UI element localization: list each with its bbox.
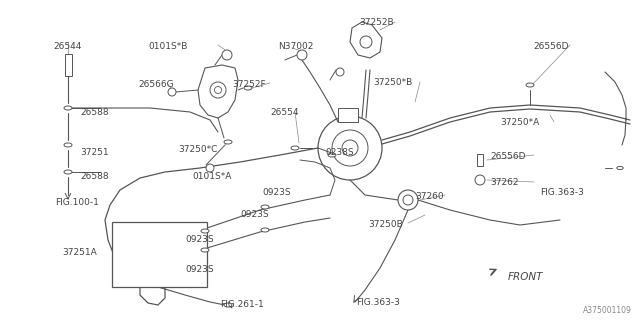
Bar — [477, 154, 483, 166]
Text: 26566G: 26566G — [138, 80, 173, 89]
Text: 26588: 26588 — [80, 108, 109, 117]
Text: 37250B: 37250B — [368, 220, 403, 229]
Circle shape — [403, 195, 413, 205]
Ellipse shape — [64, 143, 72, 147]
Text: 37252F: 37252F — [232, 80, 266, 89]
Bar — [112, 222, 207, 287]
Ellipse shape — [224, 140, 232, 144]
Bar — [338, 108, 358, 122]
Text: 0923S: 0923S — [262, 188, 291, 197]
Circle shape — [360, 36, 372, 48]
Text: 0923S: 0923S — [185, 235, 214, 244]
Text: FIG.363-3: FIG.363-3 — [356, 298, 400, 307]
Circle shape — [318, 116, 382, 180]
Ellipse shape — [261, 228, 269, 232]
Circle shape — [336, 68, 344, 76]
Ellipse shape — [291, 146, 299, 150]
Text: 37262: 37262 — [490, 178, 518, 187]
Text: 37251: 37251 — [80, 148, 109, 157]
Ellipse shape — [328, 153, 336, 157]
Ellipse shape — [526, 83, 534, 87]
Circle shape — [342, 140, 358, 156]
Text: FRONT: FRONT — [508, 272, 543, 282]
Ellipse shape — [201, 229, 209, 233]
Text: 26554: 26554 — [270, 108, 298, 117]
Text: 0101S*A: 0101S*A — [192, 172, 232, 181]
Ellipse shape — [64, 106, 72, 110]
Circle shape — [168, 88, 176, 96]
Circle shape — [214, 86, 221, 93]
Text: 26588: 26588 — [80, 172, 109, 181]
Text: 37250*B: 37250*B — [373, 78, 412, 87]
Text: FIG.363-3: FIG.363-3 — [540, 188, 584, 197]
Text: N37002: N37002 — [278, 42, 314, 51]
Ellipse shape — [261, 205, 269, 209]
Text: 26556D: 26556D — [533, 42, 568, 51]
Circle shape — [475, 175, 485, 185]
Text: 26544: 26544 — [53, 42, 81, 51]
Text: 26556D: 26556D — [490, 152, 525, 161]
Circle shape — [332, 130, 368, 166]
Circle shape — [398, 190, 418, 210]
Circle shape — [210, 82, 226, 98]
Text: 37251A: 37251A — [62, 248, 97, 257]
Text: 37250*A: 37250*A — [500, 118, 540, 127]
Bar — [65, 54, 72, 76]
Circle shape — [222, 50, 232, 60]
Circle shape — [297, 50, 307, 60]
Text: A375001109: A375001109 — [583, 306, 632, 315]
Text: FIG.261-1: FIG.261-1 — [220, 300, 264, 309]
Text: 0923S: 0923S — [185, 265, 214, 274]
Text: 0101S*B: 0101S*B — [148, 42, 188, 51]
Text: 37252B: 37252B — [359, 18, 394, 27]
Ellipse shape — [224, 303, 232, 307]
Text: 0238S: 0238S — [325, 148, 354, 157]
Ellipse shape — [64, 170, 72, 174]
Text: FIG.100-1: FIG.100-1 — [55, 198, 99, 207]
Text: 37260: 37260 — [415, 192, 444, 201]
Ellipse shape — [617, 166, 623, 170]
Text: 0923S: 0923S — [240, 210, 269, 219]
Ellipse shape — [201, 248, 209, 252]
Text: 37250*C: 37250*C — [178, 145, 218, 154]
Circle shape — [206, 164, 214, 172]
Ellipse shape — [244, 86, 252, 90]
